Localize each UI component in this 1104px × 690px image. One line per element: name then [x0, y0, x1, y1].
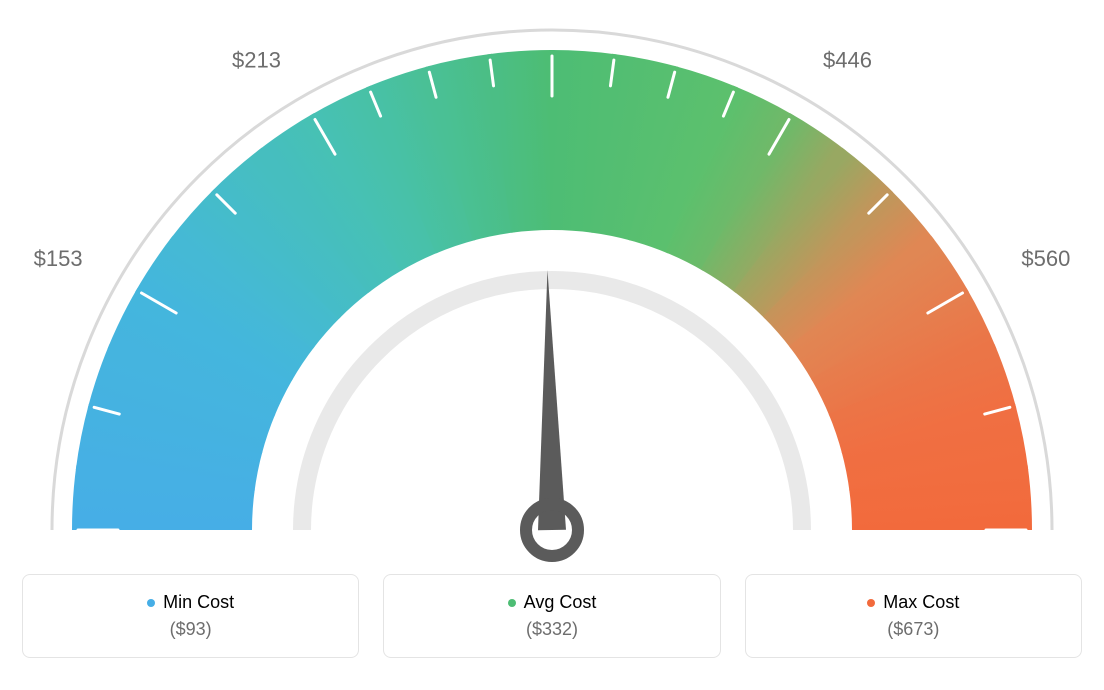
legend-value-avg: ($332) [526, 619, 578, 640]
cost-gauge: $93$153$213$332$446$560$673 [22, 10, 1082, 570]
legend-card-avg: Avg Cost ($332) [383, 574, 720, 658]
legend-card-max: Max Cost ($673) [745, 574, 1082, 658]
svg-text:$153: $153 [34, 246, 83, 271]
legend-title-max: Max Cost [867, 592, 959, 613]
svg-text:$560: $560 [1021, 246, 1070, 271]
legend-row: Min Cost ($93) Avg Cost ($332) Max Cost … [22, 574, 1082, 658]
svg-text:$446: $446 [823, 48, 872, 73]
legend-dot-avg [508, 599, 516, 607]
legend-value-min: ($93) [170, 619, 212, 640]
legend-card-min: Min Cost ($93) [22, 574, 359, 658]
gauge-svg: $93$153$213$332$446$560$673 [22, 10, 1082, 570]
legend-dot-min [147, 599, 155, 607]
legend-label-min: Min Cost [163, 592, 234, 613]
legend-label-avg: Avg Cost [524, 592, 597, 613]
legend-label-max: Max Cost [883, 592, 959, 613]
legend-title-min: Min Cost [147, 592, 234, 613]
legend-value-max: ($673) [887, 619, 939, 640]
legend-dot-max [867, 599, 875, 607]
legend-title-avg: Avg Cost [508, 592, 597, 613]
svg-text:$213: $213 [232, 48, 281, 73]
